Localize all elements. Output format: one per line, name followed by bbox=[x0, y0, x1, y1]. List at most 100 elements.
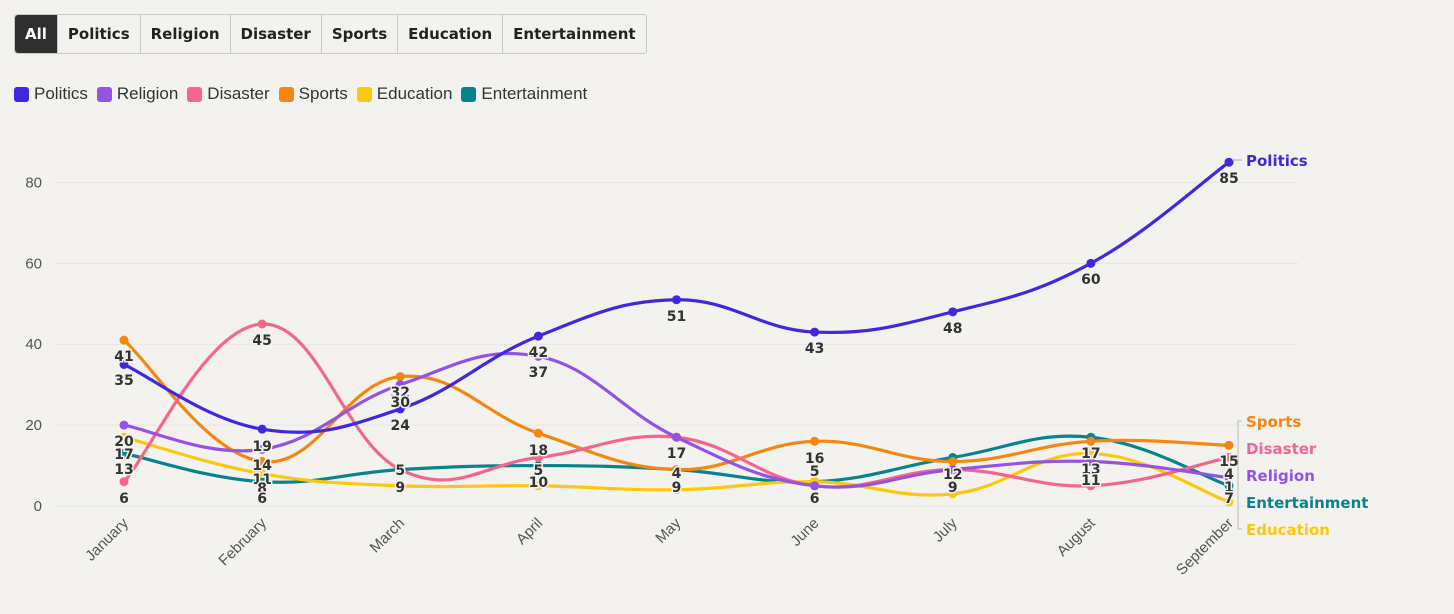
tab-all[interactable]: All bbox=[15, 15, 58, 53]
data-point-religion bbox=[672, 432, 681, 442]
data-point-politics bbox=[672, 295, 681, 305]
data-label: 12 bbox=[943, 467, 962, 483]
legend-label: Entertainment bbox=[481, 84, 588, 103]
legend-label: Politics bbox=[34, 84, 88, 103]
data-label: 15 bbox=[1219, 454, 1238, 470]
data-point-disaster bbox=[1224, 452, 1234, 462]
tab-disaster[interactable]: Disaster bbox=[231, 15, 322, 53]
data-point-religion bbox=[1086, 457, 1096, 467]
data-label: 11 bbox=[252, 472, 271, 488]
legend-swatch bbox=[96, 86, 112, 102]
data-point-sports bbox=[810, 436, 820, 446]
tab-politics[interactable]: Politics bbox=[58, 15, 141, 53]
data-label: 9 bbox=[395, 480, 405, 496]
data-point-education bbox=[948, 489, 958, 499]
data-point-entertainment bbox=[1224, 481, 1234, 491]
data-label: 9 bbox=[672, 480, 682, 496]
data-label: 85 bbox=[1219, 171, 1238, 187]
data-point-politics bbox=[810, 327, 820, 337]
data-label: 45 bbox=[252, 333, 271, 349]
legend-item-disaster[interactable]: Disaster bbox=[187, 84, 270, 104]
data-point-religion bbox=[257, 444, 267, 454]
data-point-religion bbox=[810, 481, 820, 491]
data-point-religion bbox=[1224, 473, 1234, 483]
data-label: 41 bbox=[114, 349, 133, 365]
data-label: 43 bbox=[805, 341, 824, 357]
data-label: 6 bbox=[119, 491, 129, 507]
chart-legend: Politics Religion Disaster Sports Education E… bbox=[14, 84, 596, 104]
data-label: 9 bbox=[948, 480, 958, 496]
data-label: 48 bbox=[943, 321, 962, 337]
x-tick-label: January bbox=[82, 514, 132, 564]
data-label: 4 bbox=[1224, 467, 1234, 483]
data-label: 18 bbox=[529, 443, 548, 459]
end-label-disaster: Disaster bbox=[1246, 440, 1317, 458]
data-label: 6 bbox=[810, 491, 820, 507]
end-label-connector bbox=[1237, 420, 1242, 530]
data-label: 5 bbox=[810, 464, 820, 480]
data-point-politics bbox=[948, 307, 958, 317]
legend-swatch bbox=[461, 86, 477, 102]
data-point-entertainment bbox=[257, 477, 267, 487]
data-label: 17 bbox=[667, 446, 686, 462]
y-tick-label: 0 bbox=[34, 498, 42, 515]
data-point-sports bbox=[257, 457, 267, 467]
x-tick-label: May bbox=[652, 514, 684, 546]
data-label: 17 bbox=[1081, 446, 1100, 462]
legend-label: Disaster bbox=[207, 84, 270, 103]
x-tick-label: April bbox=[513, 515, 546, 548]
data-point-sports bbox=[119, 335, 129, 345]
data-point-religion bbox=[119, 420, 129, 430]
legend-item-entertainment[interactable]: Entertainment bbox=[461, 84, 587, 104]
data-label: 42 bbox=[529, 345, 548, 361]
data-point-education bbox=[672, 485, 681, 495]
legend-swatch bbox=[356, 86, 372, 102]
data-label: 7 bbox=[1224, 491, 1234, 507]
data-label: 60 bbox=[1081, 272, 1101, 288]
data-point-sports bbox=[948, 457, 958, 467]
legend-swatch bbox=[278, 86, 294, 102]
data-label: 11 bbox=[1081, 473, 1100, 489]
data-point-sports bbox=[395, 372, 405, 382]
tab-sports[interactable]: Sports bbox=[322, 15, 399, 53]
data-point-politics bbox=[533, 331, 543, 341]
data-label: 37 bbox=[529, 365, 548, 381]
data-point-religion bbox=[948, 465, 958, 475]
end-label-entertainment: Entertainment bbox=[1246, 494, 1368, 512]
tab-religion[interactable]: Religion bbox=[141, 15, 231, 53]
x-tick-label: June bbox=[787, 515, 822, 550]
data-label: 20 bbox=[114, 434, 134, 450]
legend-item-politics[interactable]: Politics bbox=[14, 84, 88, 104]
data-label: 5 bbox=[395, 463, 405, 479]
x-tick-label: September bbox=[1173, 515, 1237, 579]
legend-item-religion[interactable]: Religion bbox=[96, 84, 178, 104]
tab-education[interactable]: Education bbox=[398, 15, 504, 53]
data-label: 1 bbox=[1224, 480, 1234, 496]
legend-item-education[interactable]: Education bbox=[356, 84, 453, 104]
data-label: 35 bbox=[114, 373, 133, 389]
data-point-education bbox=[257, 469, 267, 479]
tab-entertainment[interactable]: Entertainment bbox=[513, 25, 636, 43]
x-tick-label: February bbox=[215, 514, 270, 569]
end-label-politics: Politics bbox=[1246, 152, 1308, 170]
data-point-religion bbox=[395, 380, 405, 390]
y-tick-label: 20 bbox=[25, 417, 42, 434]
data-label: 4 bbox=[672, 466, 682, 482]
data-label: 51 bbox=[667, 309, 686, 325]
data-point-religion bbox=[533, 351, 543, 361]
data-label: 24 bbox=[391, 418, 411, 434]
series-line-disaster bbox=[122, 322, 1230, 489]
data-point-education bbox=[1224, 497, 1234, 507]
data-label: 32 bbox=[391, 385, 410, 401]
data-point-disaster bbox=[533, 452, 543, 462]
y-tick-label: 60 bbox=[25, 255, 42, 272]
data-label: 16 bbox=[805, 451, 824, 467]
end-label-sports: Sports bbox=[1246, 413, 1301, 431]
data-point-sports bbox=[533, 428, 543, 438]
legend-item-sports[interactable]: Sports bbox=[278, 84, 348, 104]
data-point-sports bbox=[672, 465, 681, 475]
legend-label: Education bbox=[376, 84, 453, 103]
data-point-education bbox=[119, 432, 129, 442]
x-tick-label: July bbox=[930, 514, 961, 545]
